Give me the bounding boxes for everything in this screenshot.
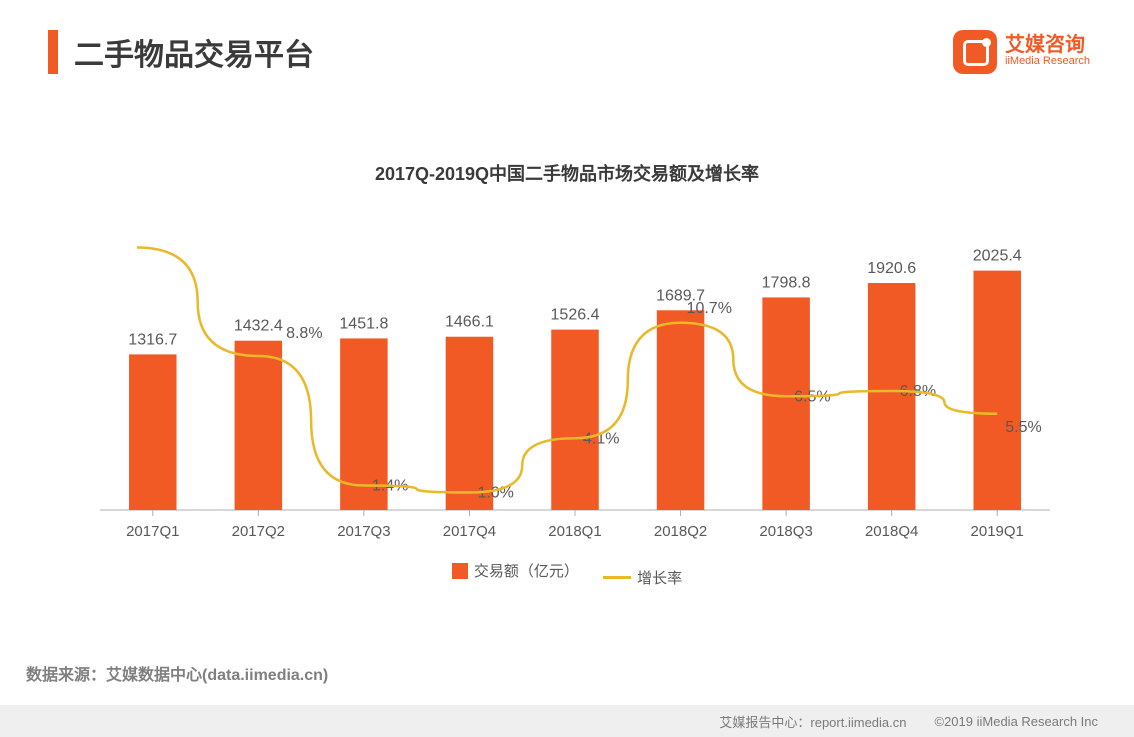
bar — [551, 330, 599, 510]
logo-icon — [953, 30, 997, 74]
bar-value-label: 1432.4 — [234, 318, 283, 335]
chart: 1316.7 2017Q1 1432.4 2017Q2 8.8% 1451.8 2017Q3… — [100, 210, 1050, 550]
x-tick-label: 2017Q2 — [232, 523, 285, 540]
legend-line-swatch — [603, 576, 631, 579]
legend-line-label: 增长率 — [637, 567, 682, 588]
logo-text-cn: 艾媒咨询 — [1005, 35, 1090, 55]
x-tick-label: 2017Q1 — [126, 523, 179, 540]
logo-text-en: iiMedia Research — [1005, 55, 1090, 68]
bar — [657, 310, 705, 510]
bar-value-label: 1920.6 — [867, 260, 916, 277]
legend: 交易额（亿元） 增长率 — [0, 560, 1134, 588]
x-tick-label: 2018Q2 — [654, 523, 707, 540]
accent-bar — [48, 30, 58, 74]
x-tick-label: 2017Q3 — [337, 523, 390, 540]
x-tick-label: 2019Q1 — [971, 523, 1024, 540]
bar — [973, 271, 1021, 510]
chart-title: 2017Q-2019Q中国二手物品市场交易额及增长率 — [0, 160, 1134, 186]
growth-rate-label: 10.7% — [687, 300, 732, 317]
bar-value-label: 1526.4 — [551, 307, 600, 324]
growth-rate-label: 8.8% — [286, 325, 322, 342]
bar-value-label: 1451.8 — [339, 315, 388, 332]
bar-value-label: 1798.8 — [762, 274, 811, 291]
footer-copyright: ©2019 iiMedia Research Inc — [935, 714, 1099, 729]
x-tick-label: 2018Q3 — [759, 523, 812, 540]
bar-value-label: 2025.4 — [973, 248, 1022, 265]
chart-svg: 1316.7 2017Q1 1432.4 2017Q2 8.8% 1451.8 2017Q3… — [100, 210, 1050, 550]
logo: 艾媒咨询 iiMedia Research — [953, 30, 1090, 74]
legend-bar: 交易额（亿元） — [452, 560, 579, 581]
bar-value-label: 1466.1 — [445, 314, 494, 331]
legend-line: 增长率 — [603, 567, 682, 588]
x-tick-label: 2017Q4 — [443, 523, 496, 540]
legend-bar-swatch — [452, 563, 468, 579]
page-title: 二手物品交易平台 — [74, 30, 314, 74]
bar — [129, 354, 177, 510]
growth-rate-label: 5.5% — [1005, 419, 1041, 436]
header: 二手物品交易平台 — [48, 30, 314, 74]
source-label: 数据来源：艾媒数据中心(data.iimedia.cn) — [26, 661, 328, 685]
footer-site: 艾媒报告中心：report.iimedia.cn — [719, 712, 906, 731]
bar — [235, 341, 282, 510]
bar-value-label: 1316.7 — [128, 331, 177, 348]
x-tick-label: 2018Q1 — [548, 523, 601, 540]
legend-bar-label: 交易额（亿元） — [474, 560, 579, 581]
x-tick-label: 2018Q4 — [865, 523, 918, 540]
footer-bar: 艾媒报告中心：report.iimedia.cn ©2019 iiMedia R… — [0, 705, 1134, 737]
